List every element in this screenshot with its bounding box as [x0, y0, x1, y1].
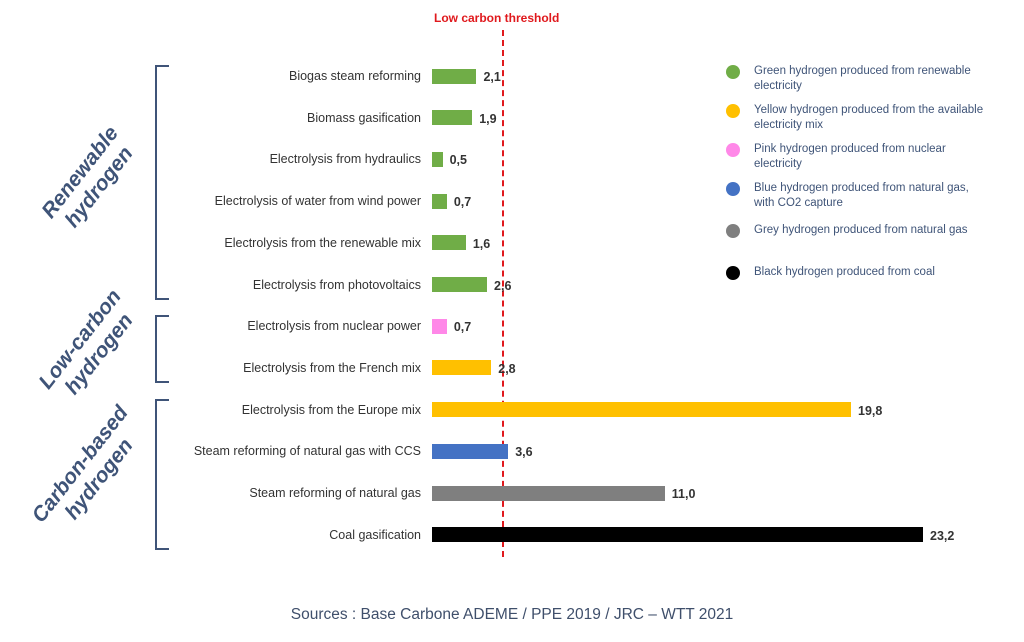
value-label: 23,2 [930, 528, 955, 543]
value-label: 2,6 [494, 278, 512, 293]
legend-item: Grey hydrogen produced from natural gas [726, 223, 989, 238]
value-label: 0,7 [453, 320, 472, 335]
legend-item: Blue hydrogen produced from natural gas,… [726, 181, 989, 211]
category-label: Electrolysis from the Europe mix [241, 402, 421, 417]
legend-label: Yellow hydrogen produced from the availa… [754, 104, 984, 131]
category-label: Steam reforming of natural gas with CCS [193, 444, 421, 459]
legend-label: Green hydrogen produced from renewable e… [754, 65, 971, 92]
value-label: 0,7 [453, 195, 472, 210]
legend-marker [726, 104, 740, 118]
category-label: Electrolysis from the renewable mix [224, 235, 421, 250]
category-label: Biogas steam reforming [288, 69, 421, 83]
legend-marker [726, 266, 740, 280]
legend-item: Green hydrogen produced from renewable e… [726, 64, 989, 94]
legend-marker [726, 65, 740, 79]
bar [432, 402, 852, 418]
legend-marker [726, 182, 740, 196]
bar [432, 443, 509, 459]
legend-item: Yellow hydrogen produced from the availa… [726, 103, 989, 133]
bar [432, 110, 473, 126]
bar [432, 193, 447, 209]
source-note: Sources : Base Carbone ADEME / PPE 2019 … [290, 606, 734, 623]
threshold-line [501, 30, 504, 557]
legend-label: Black hydrogen produced from coal [754, 266, 935, 278]
value-label: 1,6 [472, 236, 491, 251]
value-label: 2,8 [498, 361, 516, 376]
legend-marker [726, 143, 740, 157]
group-bracket [155, 398, 169, 550]
category-label: Electrolysis from hydraulics [269, 152, 421, 167]
legend-marker [726, 224, 740, 238]
group-label: Low-carbon hydrogen [22, 269, 158, 425]
value-label: 2,1 [483, 70, 501, 84]
value-label: 11,0 [671, 487, 696, 501]
bar [432, 527, 923, 543]
category-label: Electrolysis of water from wind power [214, 194, 421, 209]
bar [432, 68, 477, 84]
legend-label: Grey hydrogen produced from natural gas [754, 224, 968, 236]
group-label: Renewable hydrogen [22, 102, 158, 258]
legend-label: Pink hydrogen produced from nuclear elec… [754, 143, 946, 170]
category-label: Steam reforming of natural gas [249, 486, 421, 500]
bar [432, 318, 447, 334]
threshold-label: Low carbon threshold [434, 11, 560, 25]
legend-item: Pink hydrogen produced from nuclear elec… [726, 142, 989, 172]
group-bracket [155, 65, 169, 300]
bar [432, 360, 492, 376]
legend-label: Blue hydrogen produced from natural gas,… [754, 182, 969, 209]
group-bracket [155, 315, 169, 383]
value-label: 0,5 [449, 153, 467, 168]
category-label: Coal gasification [329, 527, 421, 542]
bar [432, 277, 488, 292]
legend-item: Black hydrogen produced from coal [726, 265, 989, 280]
bar [432, 151, 443, 167]
bar [432, 235, 466, 251]
group-label: Carbon-based hydrogen [22, 394, 158, 550]
category-label: Electrolysis from photovoltaics [252, 277, 421, 292]
value-label: 1,9 [479, 111, 497, 126]
category-label: Biomass gasification [307, 110, 421, 125]
category-label: Electrolysis from nuclear power [247, 319, 421, 334]
category-label: Electrolysis from the French mix [243, 360, 421, 375]
value-label: 3,6 [515, 445, 533, 460]
value-label: 19,8 [858, 403, 883, 418]
bar [432, 485, 665, 501]
